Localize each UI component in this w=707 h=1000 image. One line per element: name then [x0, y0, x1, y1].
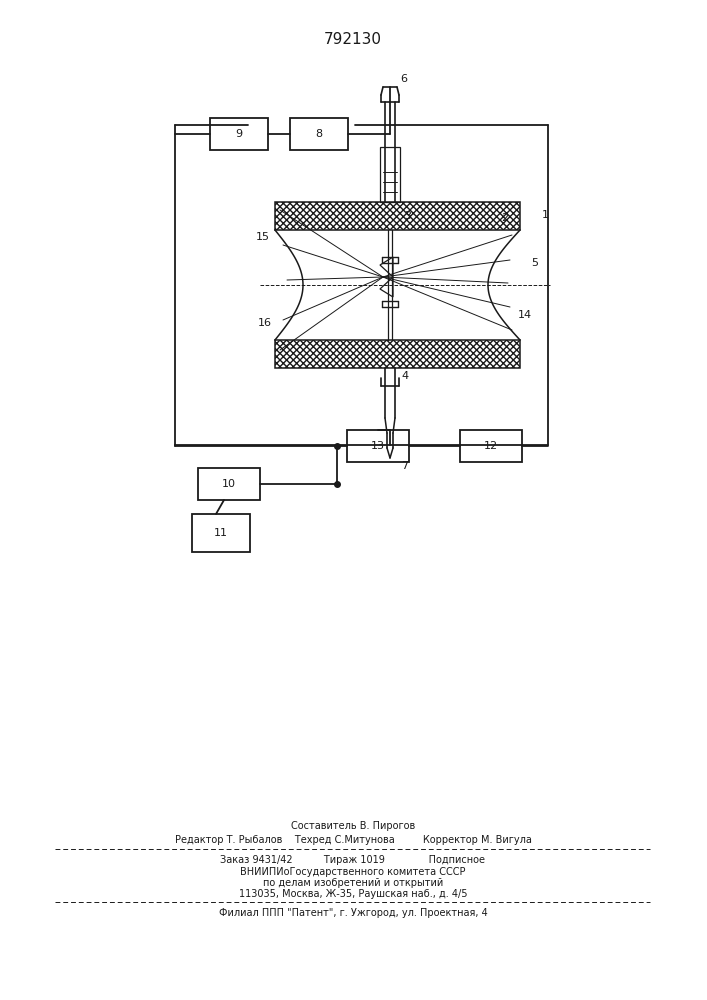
Text: 11: 11 [214, 528, 228, 538]
Text: 10: 10 [222, 479, 236, 489]
Text: по делам изобретений и открытий: по делам изобретений и открытий [263, 878, 443, 888]
Text: 12: 12 [484, 441, 498, 451]
Text: 13: 13 [371, 441, 385, 451]
Polygon shape [275, 202, 520, 230]
Text: 1: 1 [542, 210, 549, 220]
Text: 113035, Москва, Ж-35, Раушская наб., д. 4/5: 113035, Москва, Ж-35, Раушская наб., д. … [239, 889, 467, 899]
Text: 7: 7 [402, 461, 409, 471]
Text: Заказ 9431/42          Тираж 1019              Подписное: Заказ 9431/42 Тираж 1019 Подписное [221, 855, 486, 865]
Text: 15: 15 [256, 232, 270, 242]
Text: 16: 16 [258, 318, 272, 328]
Text: Составитель В. Пирогов: Составитель В. Пирогов [291, 821, 415, 831]
Text: 6: 6 [400, 74, 407, 84]
Text: 5: 5 [532, 258, 539, 268]
Text: ВНИИПИоГосударственного комитета СССР: ВНИИПИоГосударственного комитета СССР [240, 867, 466, 877]
Text: Редактор Т. Рыбалов    Техред С.Митунова         Корректор М. Вигула: Редактор Т. Рыбалов Техред С.Митунова Ко… [175, 835, 532, 845]
Text: 792130: 792130 [324, 32, 382, 47]
Text: 8: 8 [315, 129, 322, 139]
Polygon shape [275, 340, 520, 368]
Text: 9: 9 [235, 129, 243, 139]
Text: 14: 14 [518, 310, 532, 320]
Text: 2: 2 [501, 213, 508, 223]
Text: 3: 3 [404, 211, 411, 221]
Text: Филиал ППП "Патент", г. Ужгород, ул. Проектная, 4: Филиал ППП "Патент", г. Ужгород, ул. Про… [218, 908, 487, 918]
Text: 4: 4 [402, 371, 409, 381]
